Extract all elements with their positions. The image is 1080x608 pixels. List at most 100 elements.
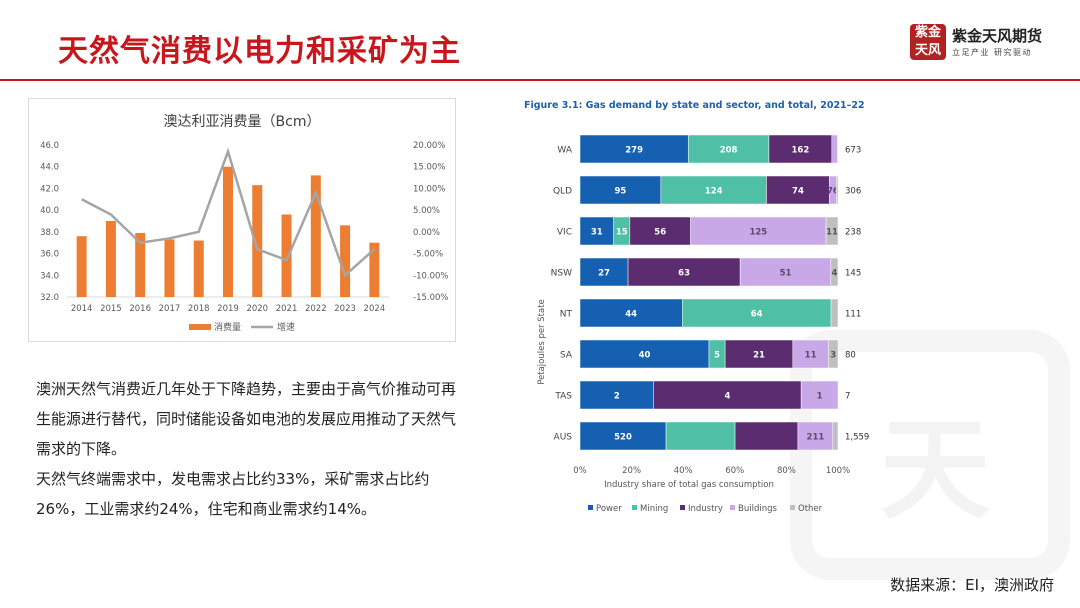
chart2-segment-other	[828, 339, 839, 369]
chart2-segment-power	[579, 421, 667, 451]
chart1-x-tick: 2024	[364, 304, 386, 314]
chart2-segment-other	[830, 257, 839, 287]
chart2-category-label: SA	[560, 351, 573, 361]
chart1-bar	[223, 166, 233, 297]
chart2-total-label: 145	[845, 269, 861, 279]
chart2-segment-other	[832, 421, 839, 451]
chart1-x-tick: 2016	[129, 304, 151, 314]
chart2-segment-power	[579, 380, 654, 410]
chart2-segment-label: 40	[639, 351, 651, 361]
chart1-right-tick: -5.00%	[413, 250, 443, 260]
chart1-growth-line	[81, 147, 376, 278]
chart2-segment-label: 211	[807, 433, 825, 443]
chart2-legend-swatch	[588, 505, 593, 510]
chart2-total-label: 80	[845, 351, 856, 361]
chart2-category-label: NT	[560, 310, 573, 320]
chart1-x-tick: 2019	[217, 304, 239, 314]
chart2-x-tick: 40%	[674, 466, 693, 476]
chart2-category-label: TAS	[554, 392, 572, 402]
chart2-segment-label: 125	[749, 228, 767, 238]
chart2-segment-mining	[660, 175, 767, 205]
chart1-x-tick: 2020	[246, 304, 268, 314]
chart2-category-label: QLD	[553, 187, 572, 197]
page-title: 天然气消费以电力和采矿为主	[58, 34, 461, 69]
chart1-left-tick: 46.0	[40, 141, 59, 151]
chart2-segment-industry	[653, 380, 802, 410]
chart2-segment-buildings	[792, 339, 829, 369]
gas-demand-chart: Figure 3.1: Gas demand by state and sect…	[520, 92, 870, 522]
chart1-title: 澳达利亚消费量（Bcm）	[164, 114, 321, 130]
watermark-glyph: 天	[880, 405, 990, 534]
chart2-segment-label: 124	[705, 187, 723, 197]
chart1-bar	[340, 225, 351, 297]
chart2-x-tick: 80%	[777, 466, 796, 476]
chart1-left-tick: 36.0	[40, 250, 59, 260]
chart1-right-tick: 20.00%	[413, 141, 445, 151]
chart1-left-tick: 40.0	[40, 206, 59, 216]
chart2-total-label: 673	[845, 146, 861, 156]
chart2-segment-label: 76	[827, 187, 839, 197]
chart2-segment-industry	[734, 421, 799, 451]
chart2-total-label: 7	[845, 392, 850, 402]
chart2-legend-swatch	[632, 505, 637, 510]
chart2-legend-label: Mining	[640, 504, 668, 514]
chart2-legend-label: Other	[798, 504, 823, 514]
chart2-segment-label: 63	[678, 269, 690, 279]
chart2-segment-buildings	[831, 134, 838, 164]
chart2-segment-label: 95	[615, 187, 627, 197]
chart2-segment-buildings	[739, 257, 832, 287]
chart2-total-label: 306	[845, 187, 861, 197]
chart1-bar	[135, 232, 146, 297]
chart2-segment-label: 64	[751, 310, 763, 320]
chart1-bar	[369, 242, 380, 297]
analysis-paragraph-1: 澳洲天然气消费近几年处于下降趋势，主要由于高气价推动可再生能源进行替代，同时储能…	[36, 380, 457, 458]
chart1-bar	[164, 239, 175, 297]
chart2-segment-other	[836, 175, 839, 205]
chart2-segment-label: 1	[817, 392, 823, 402]
chart2-segment-mining	[682, 298, 832, 328]
chart1-bar	[76, 236, 87, 297]
chart2-segment-buildings	[797, 421, 834, 451]
consumption-chart-svg: 澳达利亚消费量（Bcm） 46.0 44.0 42.0 40.0 38.0 36.0 34.0…	[40, 114, 448, 333]
chart1-x-tick: 2021	[276, 304, 298, 314]
data-source: 数据来源：EI，澳洲政府	[890, 576, 1054, 594]
chart2-segment-industry	[768, 134, 833, 164]
chart2-segment-industry	[724, 339, 794, 369]
chart1-x-tick: 2015	[100, 304, 122, 314]
chart2-category-label: NSW	[551, 269, 572, 279]
chart2-legend-swatch	[680, 505, 685, 510]
chart2-segment-label: 520	[614, 433, 632, 443]
chart2-total-label: 238	[845, 228, 861, 238]
chart1-left-tick: 34.0	[40, 271, 59, 281]
logo-mark-text: 紫金天风	[914, 25, 941, 58]
chart2-segment-label: 21	[753, 351, 765, 361]
chart1-x-tick: 2022	[305, 304, 327, 314]
chart2-x-tick: 0%	[573, 466, 587, 476]
chart2-segment-label: 31	[591, 228, 603, 238]
chart2-segment-label: 2	[614, 392, 620, 402]
chart1-bar	[252, 185, 263, 297]
chart2-y-label: Petajoules per State	[537, 299, 547, 385]
chart1-right-tick: 5.00%	[413, 206, 440, 216]
chart2-segment-label: 44	[625, 310, 637, 320]
chart1-right-tick: 15.00%	[413, 163, 445, 173]
chart2-segment-mining	[687, 134, 770, 164]
chart2-segment-label: 27	[598, 269, 610, 279]
chart1-right-tick: 10.00%	[413, 184, 445, 194]
chart1-left-tick: 38.0	[40, 228, 59, 238]
chart2-segment-other	[825, 216, 839, 246]
chart2-total-label: 111	[845, 310, 861, 320]
chart2-total-label: 1,559	[845, 433, 869, 443]
chart1-left-tick: 42.0	[40, 184, 59, 194]
chart1-legend-bar-label: 消费量	[214, 321, 241, 333]
chart2-segment-label: 3	[830, 351, 836, 361]
company-name: 紫金天风期货	[952, 27, 1043, 45]
chart2-legend-label: Buildings	[738, 504, 777, 514]
chart1-right-tick: 0.00%	[413, 228, 440, 238]
chart1-x-tick: 2014	[71, 304, 93, 314]
chart1-bar	[310, 175, 321, 297]
chart1-bar	[193, 240, 204, 297]
chart2-category-label: WA	[557, 146, 572, 156]
chart2-segment-buildings	[800, 380, 839, 410]
chart1-bar	[281, 214, 292, 297]
